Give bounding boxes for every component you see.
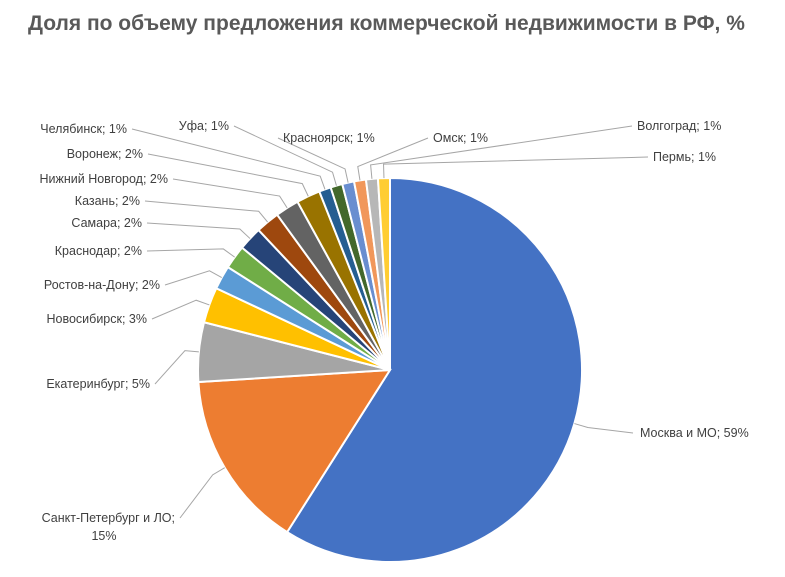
- leader-line: [146, 222, 251, 239]
- leader-line: [370, 125, 633, 179]
- pie-slice: [376, 176, 391, 371]
- leader-line: [164, 270, 222, 286]
- chart-title: Доля по объему предложения коммерческой …: [28, 12, 745, 35]
- leader-line: [147, 153, 309, 197]
- leader-line: [383, 156, 649, 179]
- slice-label: Новосибирск; 3%: [47, 312, 148, 326]
- slice-label: Москва и МО; 59%: [640, 426, 749, 440]
- slice-label: Самара; 2%: [71, 216, 142, 230]
- slice-label: Пермь; 1%: [653, 150, 716, 164]
- leader-line: [357, 137, 429, 181]
- slice-label: Екатеринбург; 5%: [46, 377, 150, 391]
- slice-label: Нижний Новгород; 2%: [39, 172, 168, 186]
- leader-line: [151, 299, 210, 320]
- slice-label: Волгоград; 1%: [637, 119, 721, 133]
- slice-label: Ростов-на-Дону; 2%: [44, 278, 160, 292]
- leader-line: [131, 128, 326, 190]
- leader-line: [154, 350, 199, 385]
- leader-line: [146, 248, 235, 258]
- slice-label: Красноярск; 1%: [283, 131, 375, 145]
- leader-line: [574, 423, 634, 434]
- slice-label: Краснодар; 2%: [55, 244, 142, 258]
- slice-label: Воронеж; 2%: [67, 147, 143, 161]
- leader-line: [277, 137, 349, 183]
- leader-line: [144, 200, 268, 223]
- pie-slice: [285, 176, 583, 563]
- slice-label: Санкт-Петербург и ЛО; 15%: [42, 511, 175, 543]
- leader-line: [172, 178, 288, 209]
- leader-line: [233, 125, 337, 186]
- slice-label: Казань; 2%: [75, 194, 140, 208]
- slice-label: Челябинск; 1%: [40, 122, 127, 136]
- slice-label: Уфа; 1%: [179, 119, 229, 133]
- slice-label: Омск; 1%: [433, 131, 488, 145]
- leader-line: [179, 467, 225, 519]
